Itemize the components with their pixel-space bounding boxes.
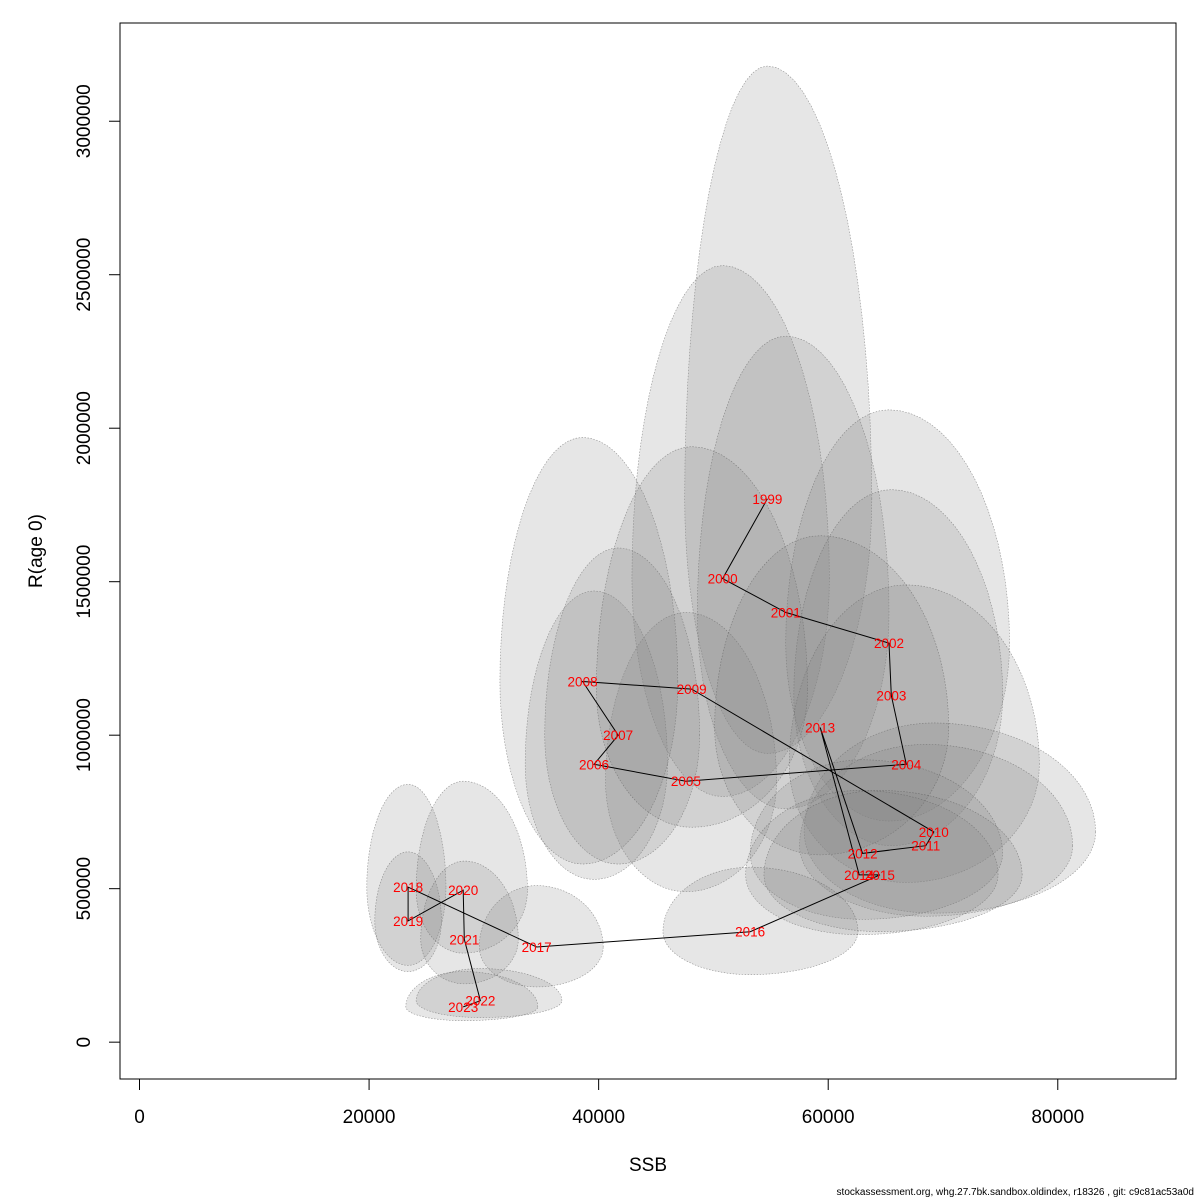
year-label-2011: 2011: [911, 839, 940, 854]
footer-note: stockassessment.org, whg.27.7bk.sandbox.…: [836, 1187, 1194, 1198]
year-label-2010: 2010: [919, 825, 949, 840]
year-label-2012: 2012: [848, 846, 878, 861]
confidence-ellipse-2020: [415, 780, 528, 954]
confidence-ellipse-2010: [803, 722, 1097, 914]
confidence-ellipses: [366, 65, 1097, 1022]
y-axis: 0 500000 1000000 1500000 2000000 2500000 30000…: [74, 84, 121, 1048]
year-label-2023: 2023: [448, 1000, 478, 1015]
year-label-2007: 2007: [603, 728, 633, 743]
confidence-ellipse-2000: [631, 265, 830, 797]
year-label-2021: 2021: [449, 932, 479, 947]
year-label-2014: 2014: [844, 868, 875, 883]
confidence-ellipse-2008: [499, 437, 679, 865]
confidence-ellipse-2014: [745, 790, 999, 936]
confidence-ellipse-2017: [478, 885, 604, 988]
x-tick-label: 0: [134, 1107, 145, 1128]
trajectory-line: [407, 498, 935, 1008]
y-tick-label: 500000: [74, 857, 95, 920]
confidence-ellipse-2015: [763, 790, 1023, 933]
year-label-2006: 2006: [579, 757, 609, 772]
year-label-1999: 1999: [752, 492, 782, 507]
y-tick-label: 1500000: [74, 545, 95, 619]
year-labels: 1999 2000 2001 2002 2003 2004 2005 2006 2007 2008…: [393, 492, 949, 1015]
x-axis: 0 20000 40000 60000 80000: [134, 1078, 1084, 1128]
y-tick-label: 2000000: [74, 391, 95, 465]
year-label-2018: 2018: [393, 880, 423, 895]
year-label-2004: 2004: [891, 757, 922, 772]
year-label-2013: 2013: [805, 721, 835, 736]
confidence-ellipse-1999: [684, 65, 873, 754]
year-label-2000: 2000: [708, 572, 738, 587]
confidence-ellipse-2021: [420, 860, 519, 985]
year-label-2020: 2020: [448, 883, 478, 898]
x-axis-title: SSB: [629, 1155, 667, 1176]
x-tick-label: 40000: [572, 1107, 625, 1128]
confidence-ellipse-2016: [662, 866, 859, 975]
year-label-2015: 2015: [865, 868, 895, 883]
y-axis-title: R(age 0): [26, 514, 47, 588]
x-tick-label: 20000: [343, 1107, 396, 1128]
year-label-2001: 2001: [771, 605, 801, 620]
x-tick-label: 80000: [1031, 1107, 1084, 1128]
trajectory-lines: [407, 498, 935, 1008]
x-tick-label: 60000: [802, 1107, 855, 1128]
year-label-2008: 2008: [568, 674, 598, 689]
confidence-ellipse-2023: [405, 971, 539, 1022]
y-tick-label: 0: [74, 1037, 95, 1048]
year-label-2022: 2022: [465, 994, 495, 1009]
year-label-2005: 2005: [671, 774, 701, 789]
confidence-ellipse-2004: [788, 584, 1040, 883]
y-tick-label: 2500000: [74, 238, 95, 312]
confidence-ellipse-2003: [793, 489, 1004, 847]
confidence-ellipse-2009: [595, 446, 808, 828]
confidence-ellipse-2011: [799, 744, 1074, 917]
year-label-2003: 2003: [876, 688, 906, 703]
confidence-ellipse-2002: [785, 409, 1010, 822]
year-label-2019: 2019: [393, 914, 423, 929]
confidence-ellipse-2013: [714, 535, 950, 856]
year-label-2009: 2009: [677, 682, 707, 697]
confidence-ellipse-2022: [415, 968, 563, 1018]
confidence-ellipse-2018: [366, 783, 447, 966]
year-label-2002: 2002: [874, 636, 904, 651]
y-tick-label: 1000000: [74, 698, 95, 772]
y-tick-label: 3000000: [74, 84, 95, 158]
year-label-2016: 2016: [735, 925, 765, 940]
year-label-2017: 2017: [522, 940, 552, 955]
confidence-ellipse-2006: [524, 590, 668, 880]
confidence-ellipse-2005: [605, 612, 777, 893]
